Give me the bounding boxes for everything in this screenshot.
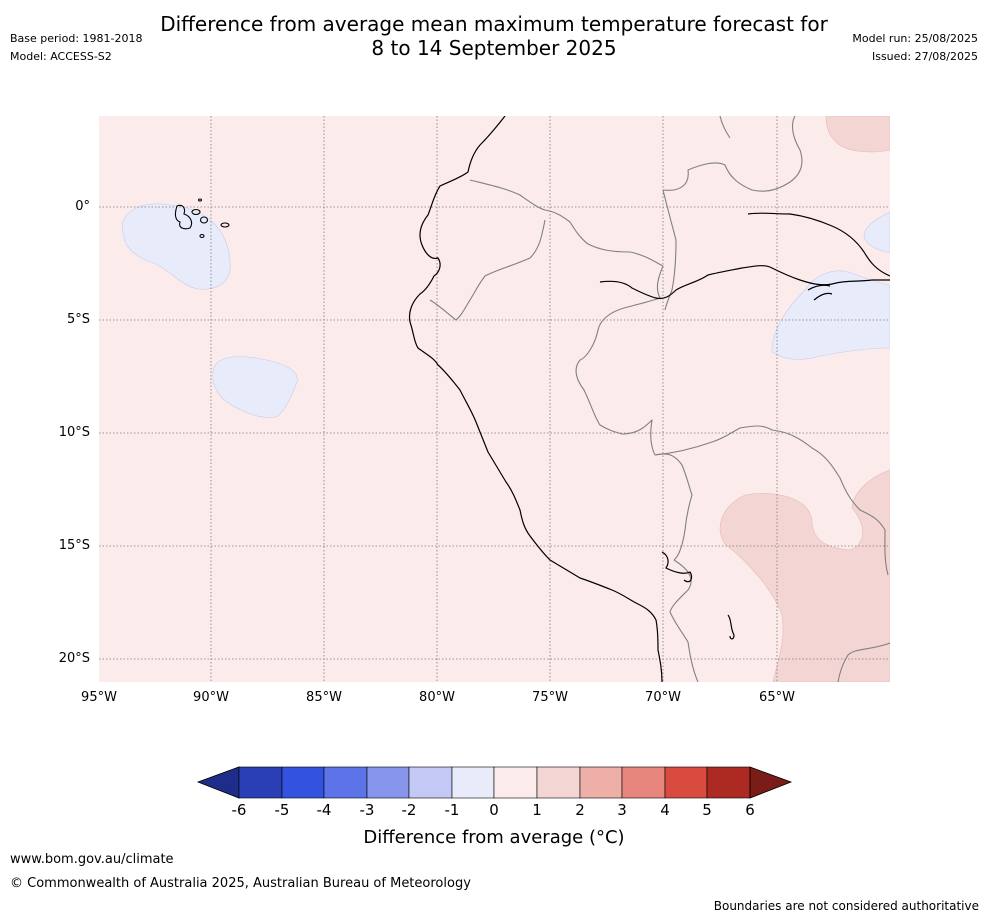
colorbar-tick: 0: [489, 801, 499, 819]
chart-title: Difference from average mean maximum tem…: [0, 12, 988, 60]
country-borders: [429, 116, 890, 682]
colorbar-tick: -1: [444, 801, 460, 819]
coastlines: [408, 116, 890, 682]
title-line-2: 8 to 14 September 2025: [371, 36, 617, 60]
lat-label: 15°S: [58, 538, 90, 553]
model-name: Model: ACCESS-S2: [10, 50, 112, 63]
disclaimer-text: Boundaries are not considered authoritat…: [713, 899, 979, 913]
colorbar-title: Difference from average (°C): [363, 827, 625, 848]
colorbar-bin: [706, 766, 751, 799]
colorbar: [196, 766, 793, 799]
lat-label: 20°S: [58, 651, 90, 666]
anomaly-warm-southeast: [719, 469, 890, 682]
lon-label: 90°W: [193, 690, 229, 705]
gridlines: [99, 116, 890, 682]
anomaly-cool-edge: [863, 211, 890, 254]
model-run: Model run: 25/08/2025: [852, 32, 978, 45]
galapagos-islands: [174, 198, 230, 239]
meta-right: Model run: 25/08/2025 Issued: 27/08/2025: [852, 30, 978, 66]
colorbar-arrow-low: [196, 766, 240, 799]
lon-label: 85°W: [306, 690, 342, 705]
colorbar-bin: [366, 766, 410, 799]
map-background: [99, 116, 890, 682]
anomaly-warm-northeast: [825, 116, 890, 153]
anomaly-cool-ocean: [212, 356, 298, 418]
lon-label: 75°W: [532, 690, 568, 705]
lon-label: 70°W: [645, 690, 681, 705]
colorbar-bin: [579, 766, 623, 799]
colorbar-tick: 5: [702, 801, 712, 819]
colorbar-bin: [664, 766, 708, 799]
issued-date: Issued: 27/08/2025: [871, 50, 978, 63]
website-link[interactable]: www.bom.gov.au/climate: [10, 852, 174, 867]
colorbar-tick: 6: [745, 801, 755, 819]
colorbar-bin: [238, 766, 283, 799]
colorbar-arrow-high: [749, 766, 793, 799]
lat-label: 5°S: [66, 312, 90, 327]
lon-label: 65°W: [759, 690, 795, 705]
meta-left: Base period: 1981-2018 Model: ACCESS-S2: [10, 30, 142, 66]
map-area: [99, 116, 890, 682]
lat-label: 0°: [75, 199, 90, 214]
colorbar-bin: [408, 766, 453, 799]
lat-label: 10°S: [58, 425, 90, 440]
colorbar-tick: 3: [617, 801, 627, 819]
colorbar-tick: 1: [532, 801, 542, 819]
colorbar-tick: 4: [660, 801, 670, 819]
copyright-text: © Commonwealth of Australia 2025, Austra…: [10, 876, 471, 891]
base-period: Base period: 1981-2018: [10, 32, 143, 45]
colorbar-bin: [323, 766, 368, 799]
colorbar-tick: -4: [316, 801, 332, 819]
colorbar-bin: [536, 766, 581, 799]
anomaly-cool-galapagos: [122, 203, 231, 290]
colorbar-tick: 2: [575, 801, 585, 819]
lon-label: 95°W: [81, 690, 117, 705]
colorbar-tick: -5: [274, 801, 290, 819]
colorbar-bin: [451, 766, 495, 799]
colorbar-tick: -3: [359, 801, 375, 819]
lon-label: 80°W: [419, 690, 455, 705]
colorbar-bin: [493, 766, 538, 799]
title-line-1: Difference from average mean maximum tem…: [160, 12, 828, 36]
anomaly-cool-amazon: [771, 270, 890, 360]
colorbar-tick: -6: [231, 801, 247, 819]
colorbar-bin: [281, 766, 325, 799]
colorbar-tick: -2: [401, 801, 417, 819]
colorbar-bin: [621, 766, 666, 799]
